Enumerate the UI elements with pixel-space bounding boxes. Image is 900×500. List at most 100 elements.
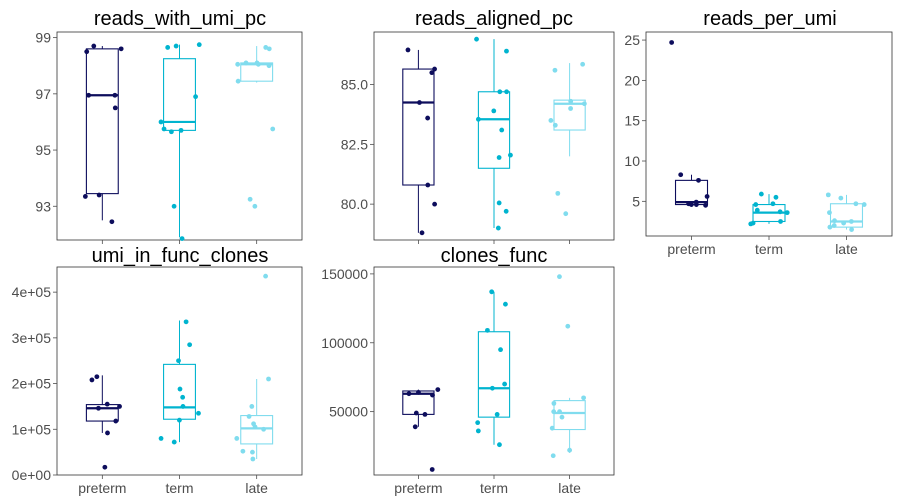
data-point-term: [178, 127, 184, 133]
data-point-late: [567, 447, 573, 453]
data-point-term: [168, 129, 174, 135]
box-term: [163, 44, 196, 238]
data-point-term: [158, 436, 164, 441]
x-tick-label-term: term: [166, 480, 194, 496]
data-point-late: [559, 414, 565, 420]
data-point-late: [548, 118, 554, 123]
data-point-term: [770, 201, 776, 207]
data-point-term: [496, 155, 502, 160]
y-tick-label: 15: [624, 113, 640, 129]
data-point-term: [177, 417, 182, 423]
data-point-late: [841, 220, 847, 226]
data-point-preterm: [112, 92, 118, 98]
box-iqr: [85, 404, 119, 422]
data-point-preterm: [417, 100, 422, 105]
data-point-term: [165, 45, 171, 50]
data-point-preterm: [102, 464, 108, 470]
box-iqr: [477, 331, 511, 418]
data-point-late: [246, 414, 252, 419]
data-point-term: [161, 126, 167, 132]
data-point-preterm: [109, 219, 115, 225]
data-point-term: [504, 89, 510, 95]
data-point-term: [475, 428, 481, 434]
data-point-late: [263, 45, 269, 50]
box-late: [240, 379, 274, 459]
box-iqr: [85, 48, 119, 195]
y-tick-label: 3e+05: [12, 330, 52, 346]
data-point-late: [848, 219, 854, 224]
panel-title: reads_with_umi_pc: [94, 8, 266, 30]
data-point-preterm: [432, 201, 438, 207]
data-point-term: [475, 420, 481, 426]
data-point-late: [252, 203, 258, 209]
data-point-late: [557, 409, 562, 415]
data-point-term: [491, 108, 497, 114]
data-point-late: [551, 400, 557, 406]
panel-title: umi_in_func_clones: [92, 245, 269, 267]
box-term: [477, 39, 511, 229]
data-point-preterm: [425, 115, 431, 121]
data-point-late: [557, 274, 562, 280]
box-iqr: [240, 415, 274, 445]
data-point-term: [778, 219, 783, 224]
data-point-preterm: [105, 430, 110, 436]
data-point-preterm: [703, 202, 708, 208]
data-point-preterm: [696, 177, 701, 183]
data-point-preterm: [104, 401, 110, 407]
data-point-term: [502, 381, 508, 387]
data-point-term: [497, 442, 502, 448]
data-point-late: [266, 63, 272, 69]
y-tick-label: 97: [35, 86, 51, 102]
y-tick-label: 100000: [321, 335, 368, 351]
data-point-term: [496, 200, 502, 206]
data-point-late: [565, 323, 571, 329]
data-point-late: [243, 60, 249, 66]
data-point-preterm: [435, 387, 441, 392]
data-point-late: [249, 404, 255, 409]
x-tick-label-late: late: [558, 480, 581, 496]
data-point-preterm: [430, 392, 435, 398]
box-preterm: [85, 375, 119, 433]
data-point-term: [180, 394, 186, 400]
data-point-term: [179, 236, 185, 241]
data-point-late: [838, 195, 844, 201]
x-tick-label-late: late: [245, 480, 268, 496]
data-point-late: [580, 61, 586, 67]
data-point-term: [171, 203, 177, 209]
y-tick-label: 150000: [321, 266, 368, 282]
y-tick-label: 80.0: [341, 196, 368, 212]
data-point-preterm: [429, 70, 435, 76]
data-point-preterm: [686, 201, 692, 207]
panel-3: reads_per_umi 5 10 15 20 25 preterm term late: [624, 8, 893, 257]
y-tick-label: 2e+05: [12, 376, 52, 392]
x-tick-label-late: late: [835, 241, 858, 257]
data-point-term: [474, 36, 479, 42]
data-point-late: [825, 192, 831, 198]
data-point-late: [240, 448, 246, 454]
data-point-preterm: [429, 467, 435, 472]
y-tick-label: 4e+05: [12, 284, 52, 300]
data-point-late: [250, 456, 256, 462]
data-point-term: [475, 116, 481, 122]
panel-title: reads_per_umi: [703, 8, 836, 30]
panel-5: clones_func 50000 100000 150000 preterm term l…: [321, 245, 615, 496]
data-point-term: [750, 220, 756, 226]
data-point-preterm: [425, 182, 431, 188]
data-point-late: [235, 61, 241, 67]
data-point-late: [832, 218, 837, 224]
y-tick-label: 99: [35, 30, 51, 46]
data-point-late: [270, 126, 276, 132]
data-point-late: [827, 210, 832, 216]
data-point-preterm: [413, 410, 419, 416]
data-point-term: [485, 327, 490, 333]
data-point-late: [581, 101, 587, 107]
data-point-preterm: [678, 172, 684, 178]
y-tick-label: 1e+05: [12, 421, 52, 437]
data-point-preterm: [113, 418, 119, 424]
data-point-preterm: [406, 391, 412, 397]
box-iqr: [477, 91, 511, 169]
box-preterm: [674, 174, 709, 206]
data-point-preterm: [704, 194, 710, 199]
y-tick-label: 50000: [329, 404, 368, 420]
x-tick-label-preterm: preterm: [394, 480, 442, 496]
